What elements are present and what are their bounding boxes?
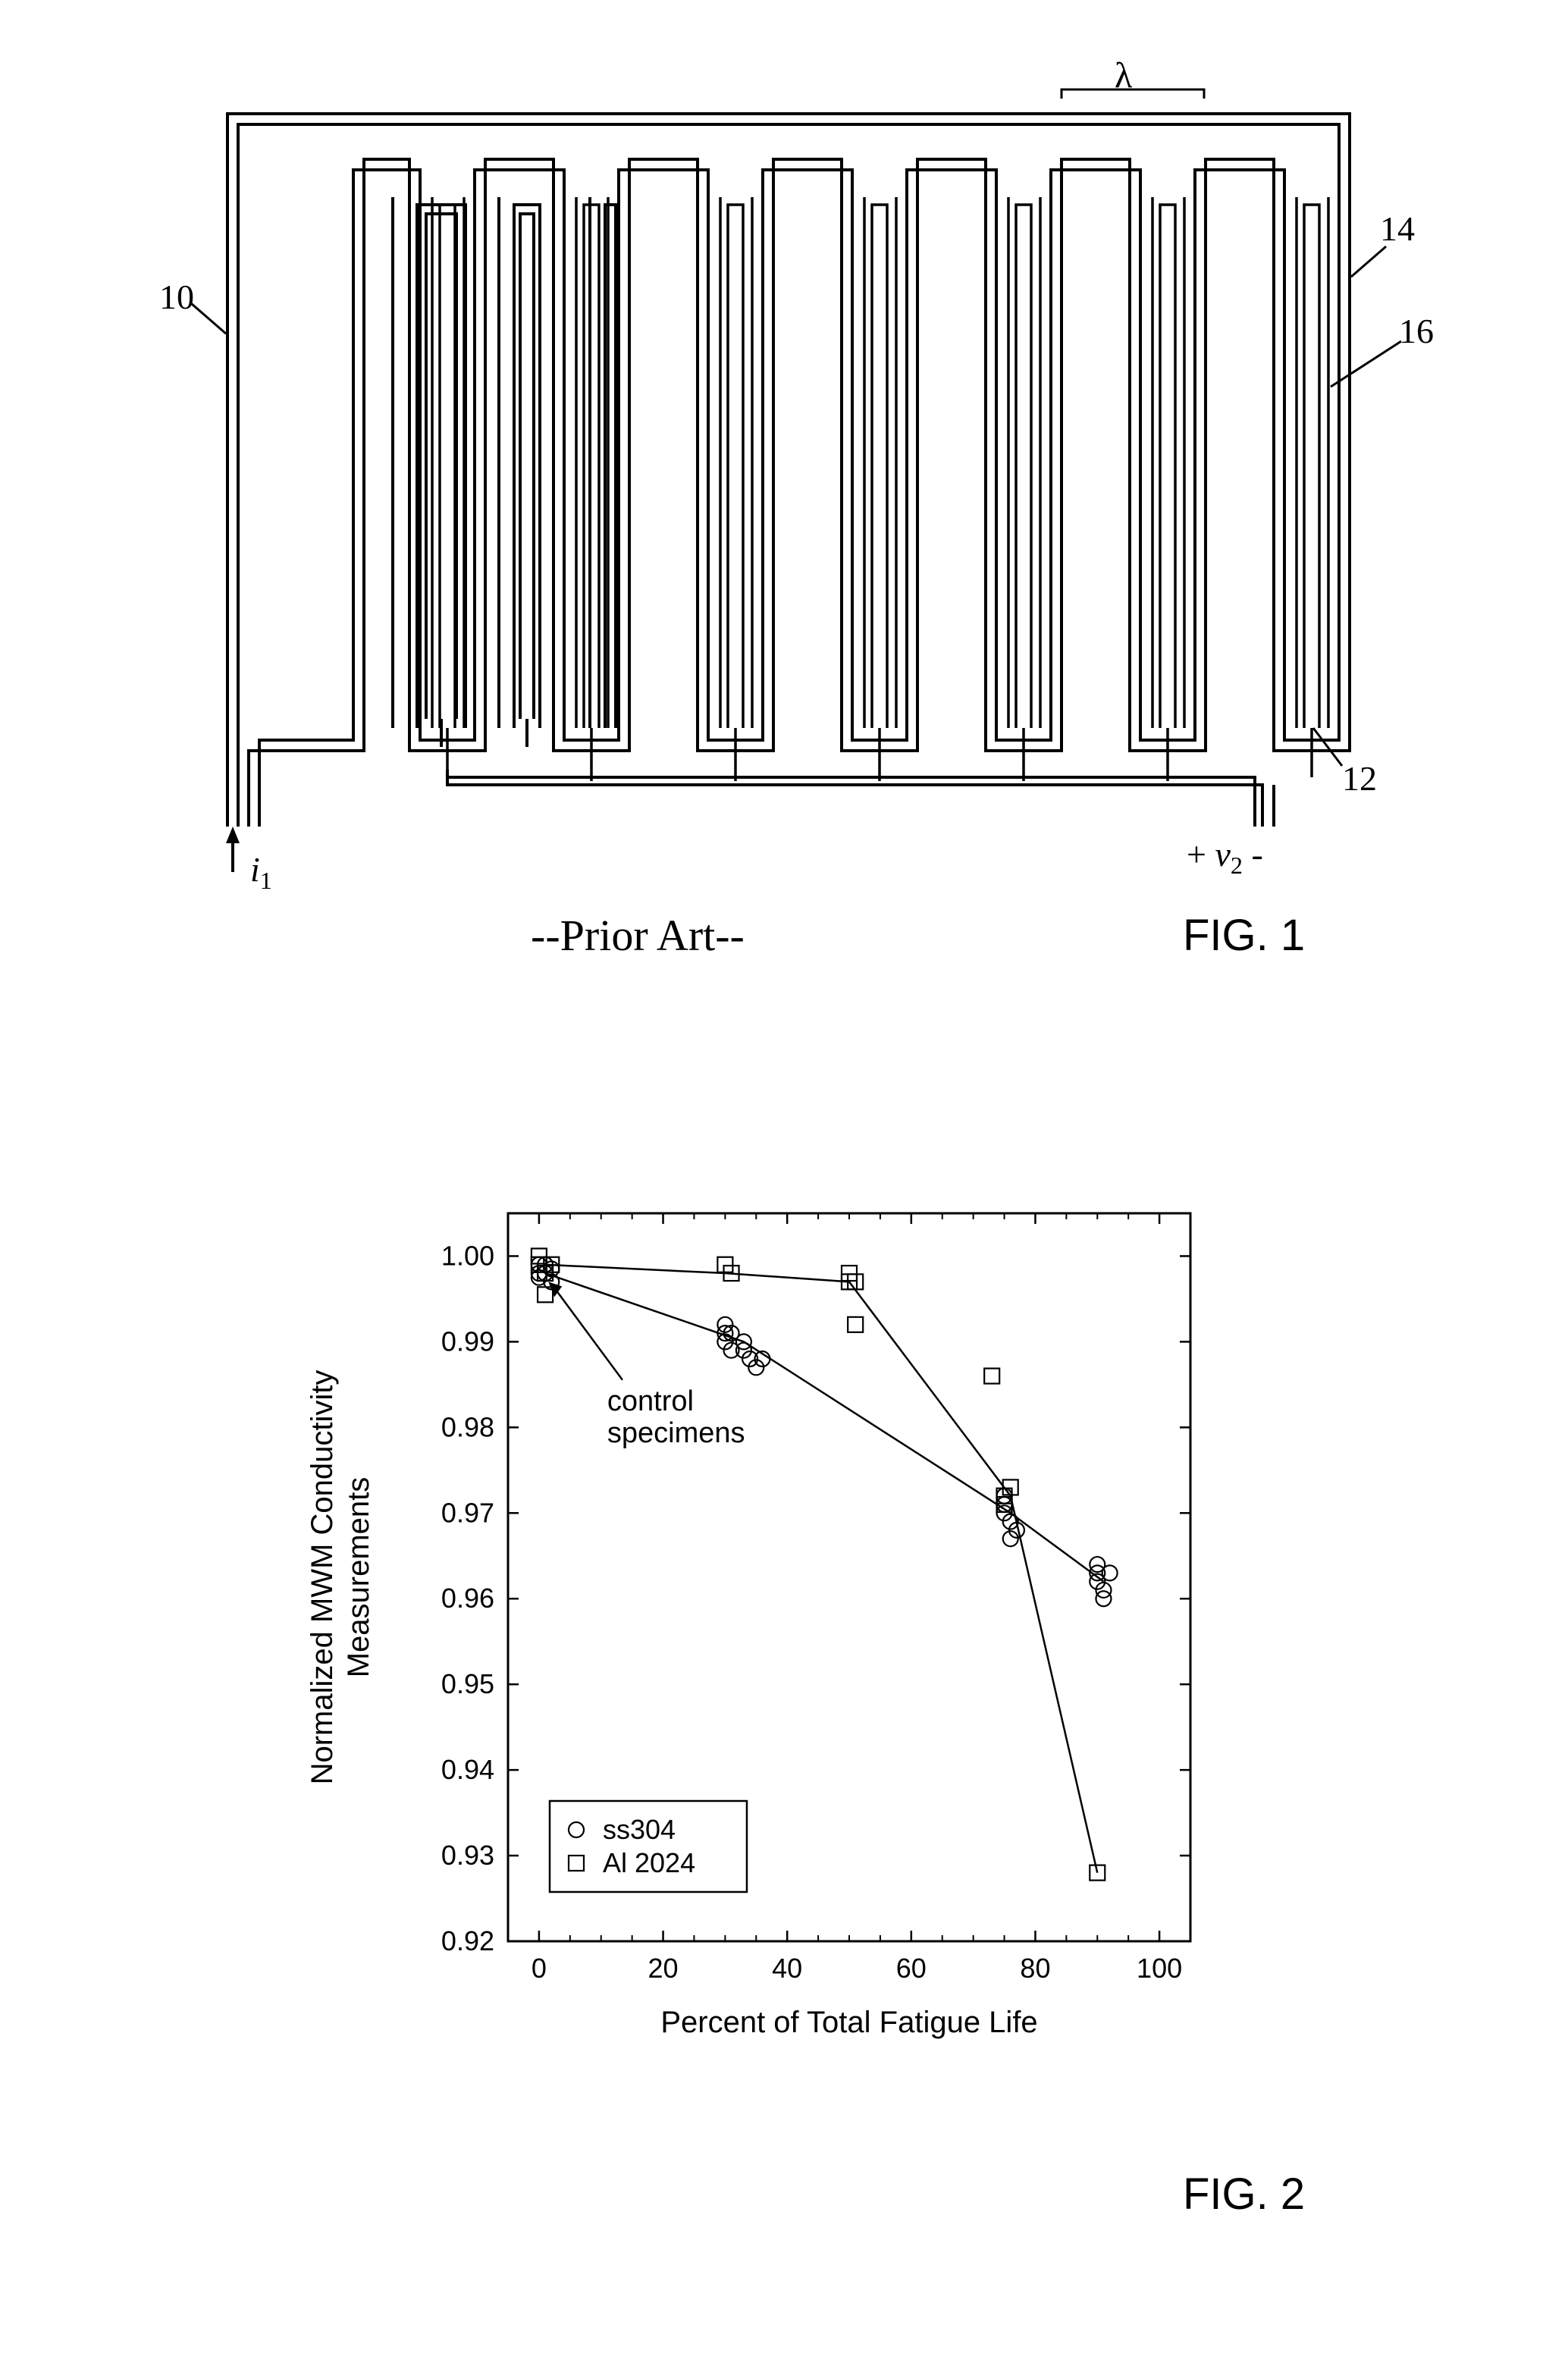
svg-text:Normalized MWM Conductivity: Normalized MWM Conductivity [306, 1370, 339, 1785]
svg-text:0.93: 0.93 [441, 1840, 494, 1871]
v2-label: + v2 - [1187, 834, 1263, 880]
svg-text:0.98: 0.98 [441, 1411, 494, 1442]
fig2-caption: FIG. 2 [1183, 2169, 1305, 2220]
svg-text:0: 0 [532, 1953, 547, 1984]
fig1-sensor-diagram [136, 68, 1441, 902]
primary-winding [227, 114, 1350, 827]
svg-text:0.94: 0.94 [441, 1754, 494, 1785]
fig2-chart: 0 20 40 60 80 100 0.92 0.93 0.94 0.95 0.96 0.97 0.98… [288, 1183, 1425, 2154]
svg-text:60: 60 [896, 1953, 927, 1984]
lambda-label: λ [1115, 55, 1132, 96]
prior-art-label: --Prior Art-- [531, 910, 745, 961]
callout-leaders [191, 246, 1401, 766]
svg-text:0.95: 0.95 [441, 1668, 494, 1699]
svg-text:40: 40 [772, 1953, 802, 1984]
figure-2: 0 20 40 60 80 100 0.92 0.93 0.94 0.95 0.96 0.97 0.98… [288, 1183, 1425, 2260]
svg-text:Al 2024: Al 2024 [603, 1847, 695, 1878]
callout-16: 16 [1399, 311, 1434, 351]
svg-text:80: 80 [1020, 1953, 1050, 1984]
svg-text:0.96: 0.96 [441, 1583, 494, 1614]
svg-text:100: 100 [1137, 1953, 1182, 1984]
svg-text:ss304: ss304 [603, 1814, 676, 1845]
svg-text:specimens: specimens [607, 1417, 745, 1449]
secondary-elements [393, 197, 616, 747]
svg-text:0.99: 0.99 [441, 1326, 494, 1357]
lambda-bracket [1062, 89, 1204, 99]
svg-text:Measurements: Measurements [342, 1477, 375, 1678]
callout-14: 14 [1380, 209, 1415, 249]
callout-10: 10 [159, 277, 194, 317]
callout-12: 12 [1342, 758, 1377, 798]
figure-1: λ 10 14 16 12 i1 + v2 - --Prior Art-- FI… [136, 68, 1441, 978]
svg-text:Percent of Total Fatigue Life: Percent of Total Fatigue Life [660, 2006, 1037, 2039]
svg-text:1.00: 1.00 [441, 1240, 494, 1271]
svg-text:0.92: 0.92 [441, 1925, 494, 1956]
i1-label: i1 [250, 849, 272, 895]
svg-text:0.97: 0.97 [441, 1497, 494, 1528]
svg-text:control: control [607, 1385, 694, 1417]
svg-text:20: 20 [648, 1953, 679, 1984]
i1-arrow [226, 827, 240, 872]
fig1-caption: FIG. 1 [1183, 910, 1305, 961]
